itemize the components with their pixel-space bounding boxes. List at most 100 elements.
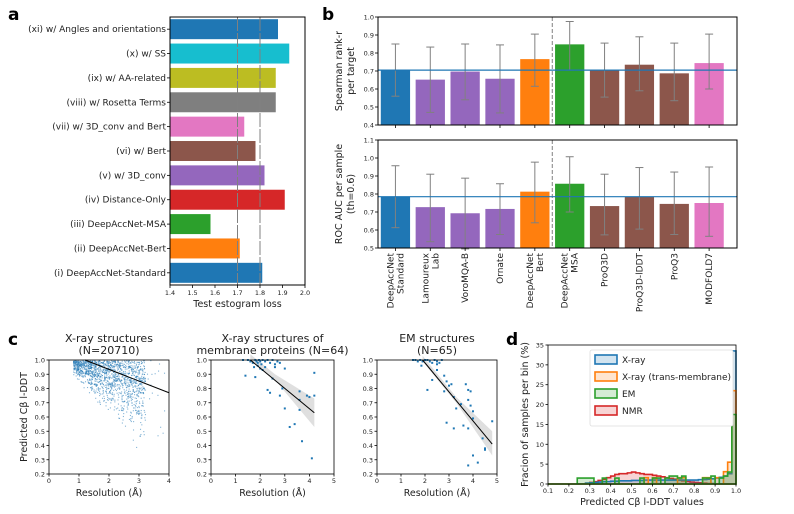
data-point bbox=[136, 361, 138, 363]
x-tick-label: 1.5 bbox=[187, 289, 197, 297]
data-point bbox=[103, 368, 105, 370]
data-point bbox=[87, 381, 89, 383]
data-point bbox=[143, 397, 145, 399]
data-point bbox=[136, 407, 138, 409]
data-point bbox=[141, 389, 143, 391]
data-point bbox=[138, 387, 140, 389]
data-point bbox=[143, 360, 146, 362]
data-point bbox=[78, 378, 80, 380]
data-point bbox=[293, 423, 296, 426]
data-point bbox=[157, 394, 159, 396]
data-point bbox=[101, 386, 103, 388]
data-point bbox=[88, 371, 90, 373]
data-point bbox=[109, 382, 111, 384]
data-point bbox=[88, 382, 90, 384]
data-point bbox=[138, 377, 140, 379]
data-point bbox=[117, 377, 120, 380]
data-point bbox=[103, 395, 105, 397]
chart-title: EM structures bbox=[399, 332, 475, 345]
data-point bbox=[158, 370, 160, 372]
data-point bbox=[93, 360, 95, 362]
data-point bbox=[91, 389, 93, 391]
data-point bbox=[84, 364, 86, 366]
data-point bbox=[138, 378, 140, 380]
data-point bbox=[130, 420, 132, 423]
data-point bbox=[79, 365, 81, 368]
data-point bbox=[92, 364, 94, 367]
data-point bbox=[140, 417, 142, 419]
data-point bbox=[464, 383, 467, 386]
data-point bbox=[101, 397, 104, 399]
x-tick-label: 1.7 bbox=[232, 289, 242, 297]
y-tick-label: 0.7 bbox=[197, 399, 207, 407]
data-point bbox=[105, 381, 107, 383]
data-point bbox=[98, 378, 100, 380]
data-point bbox=[95, 369, 97, 371]
data-point bbox=[83, 361, 86, 363]
data-point bbox=[114, 376, 116, 378]
data-point bbox=[138, 383, 140, 385]
data-point bbox=[90, 360, 92, 362]
data-point bbox=[123, 413, 125, 415]
data-point bbox=[142, 402, 144, 404]
data-point bbox=[91, 376, 94, 378]
data-point bbox=[105, 369, 107, 371]
data-point bbox=[94, 392, 96, 394]
data-point bbox=[95, 362, 97, 364]
data-point bbox=[124, 368, 126, 370]
data-point bbox=[119, 367, 122, 369]
data-point bbox=[92, 360, 94, 362]
data-point bbox=[135, 364, 137, 366]
data-point bbox=[141, 379, 143, 381]
data-point bbox=[111, 397, 113, 399]
data-point bbox=[144, 379, 146, 381]
data-point bbox=[88, 369, 90, 371]
legend-swatch bbox=[594, 371, 618, 382]
data-point bbox=[93, 376, 95, 378]
data-point bbox=[115, 380, 117, 382]
data-point bbox=[142, 387, 144, 389]
data-point bbox=[469, 404, 472, 407]
data-point bbox=[467, 398, 470, 401]
fit-line bbox=[250, 359, 315, 414]
data-point bbox=[129, 381, 132, 383]
data-point bbox=[135, 403, 137, 405]
data-point bbox=[138, 410, 140, 412]
data-point bbox=[99, 362, 101, 364]
data-point bbox=[109, 375, 111, 377]
data-point bbox=[84, 367, 86, 369]
data-point bbox=[141, 424, 143, 426]
data-point bbox=[89, 360, 91, 362]
data-point bbox=[95, 366, 97, 369]
data-point bbox=[94, 365, 96, 367]
data-point bbox=[87, 370, 89, 372]
data-point bbox=[151, 373, 153, 375]
data-point bbox=[472, 454, 474, 457]
data-point bbox=[116, 365, 118, 367]
data-point bbox=[128, 379, 130, 381]
data-point bbox=[98, 364, 100, 366]
data-point bbox=[99, 388, 101, 390]
data-point bbox=[114, 361, 116, 363]
data-point bbox=[101, 380, 103, 382]
data-point bbox=[111, 388, 113, 390]
data-point bbox=[130, 412, 132, 414]
data-point bbox=[80, 375, 83, 377]
data-point bbox=[138, 412, 140, 414]
data-point bbox=[117, 375, 119, 377]
data-point bbox=[115, 364, 117, 366]
data-point bbox=[131, 380, 133, 382]
data-point bbox=[144, 378, 146, 380]
data-point bbox=[113, 367, 115, 369]
data-point bbox=[431, 378, 434, 381]
data-point bbox=[100, 374, 102, 376]
category-label: (viii) w/ Rosetta Terms bbox=[67, 98, 167, 108]
data-point bbox=[108, 365, 110, 368]
data-point bbox=[96, 379, 98, 381]
data-point bbox=[75, 375, 77, 377]
y-tick-label: 0.4 bbox=[197, 442, 207, 450]
data-point bbox=[92, 374, 94, 376]
data-point bbox=[133, 362, 135, 364]
data-point bbox=[135, 376, 137, 378]
data-point bbox=[129, 384, 131, 386]
